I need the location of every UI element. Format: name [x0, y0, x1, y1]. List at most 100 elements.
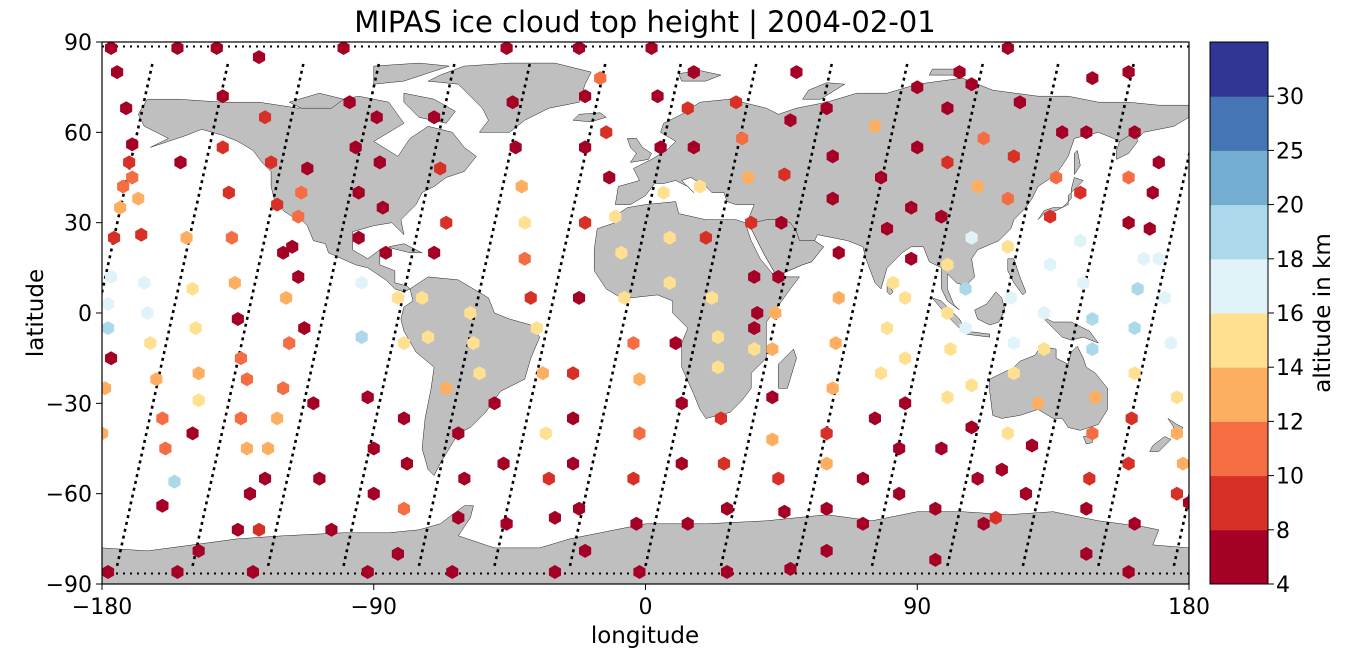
- cloud-marker: [105, 42, 118, 55]
- cloud-marker: [977, 131, 990, 146]
- cloud-marker: [298, 321, 311, 336]
- land-new-zealand-s: [1149, 436, 1172, 452]
- cloud-marker: [373, 155, 386, 170]
- cloud-marker: [231, 522, 244, 537]
- cloud-marker: [675, 396, 688, 411]
- cloud-marker: [120, 101, 133, 116]
- orbit-track: [795, 59, 910, 567]
- cloud-marker: [186, 281, 199, 296]
- cloud-marker: [352, 230, 365, 245]
- cloud-marker: [1128, 366, 1141, 381]
- cloud-marker: [826, 381, 839, 396]
- land-victoria-island: [288, 92, 345, 109]
- land-baffin: [403, 92, 456, 124]
- cloud-marker: [397, 501, 410, 516]
- cloud-marker: [518, 215, 531, 230]
- plot-area: [101, 41, 1190, 585]
- cloud-marker: [524, 290, 537, 305]
- cloud-marker: [307, 396, 320, 411]
- x-tick-label: 90: [903, 595, 931, 620]
- cloud-marker: [669, 336, 682, 351]
- cloud-marker: [881, 321, 894, 336]
- colorbar-segment: [1210, 475, 1268, 531]
- cloud-marker: [603, 170, 616, 185]
- cloud-marker: [941, 306, 954, 320]
- cloud-marker: [1128, 125, 1141, 140]
- cloud-marker: [579, 140, 592, 155]
- cloud-marker: [1083, 471, 1096, 486]
- cloud-marker: [989, 510, 1002, 525]
- cloud-marker: [941, 101, 954, 116]
- cloud-marker: [349, 140, 362, 155]
- y-tick-label: 90: [64, 31, 92, 56]
- cloud-marker: [102, 321, 115, 336]
- cloud-marker: [820, 501, 833, 516]
- cloud-marker: [530, 321, 543, 336]
- cloud-marker: [313, 471, 326, 486]
- cloud-marker: [1044, 209, 1057, 224]
- cloud-marker: [965, 420, 978, 435]
- cloud-marker: [1007, 366, 1020, 381]
- orbit-track: [1097, 149, 1189, 567]
- orbit-track: [568, 59, 683, 567]
- cloud-marker: [1074, 185, 1087, 200]
- cloud-marker: [138, 275, 151, 290]
- cloud-marker: [893, 441, 906, 456]
- land-novaya-zemlya: [802, 82, 846, 100]
- orbit-track: [719, 59, 834, 567]
- cloud-marker: [772, 471, 785, 486]
- cloud-marker: [699, 230, 712, 245]
- cloud-marker: [730, 95, 743, 110]
- cloud-marker: [1122, 65, 1135, 80]
- cloud-marker: [132, 191, 145, 206]
- cloud-marker: [663, 230, 676, 245]
- cloud-marker: [935, 441, 948, 456]
- land-madagascar: [778, 348, 797, 389]
- cloud-marker: [820, 426, 833, 441]
- cloud-marker: [1137, 251, 1150, 266]
- cloud-marker: [775, 215, 788, 230]
- cloud-marker: [262, 441, 275, 456]
- cloud-marker: [745, 215, 758, 230]
- cloud-marker: [452, 510, 465, 525]
- orbit-track: [191, 59, 306, 567]
- cloud-marker: [567, 366, 580, 381]
- cloud-marker: [687, 65, 700, 80]
- cloud-marker: [971, 179, 984, 194]
- cloud-marker: [579, 89, 592, 104]
- x-tick-label: 180: [1168, 595, 1210, 620]
- cloud-marker: [292, 209, 305, 224]
- cloud-marker: [231, 312, 244, 326]
- cloud-marker: [379, 245, 392, 260]
- cloud-marker: [1080, 125, 1093, 140]
- cloud-marker: [1074, 233, 1087, 248]
- cloud-marker: [539, 426, 552, 441]
- cloud-marker: [391, 290, 404, 305]
- cloud-marker: [1001, 191, 1014, 206]
- cloud-marker: [681, 101, 694, 116]
- cloud-marker: [536, 366, 549, 381]
- cloud-marker: [1077, 275, 1090, 290]
- cloud-marker: [240, 372, 253, 387]
- cloud-marker: [1001, 42, 1014, 55]
- cloud-marker: [286, 239, 299, 254]
- cloud-marker: [428, 110, 441, 125]
- cloud-marker: [500, 516, 513, 531]
- cloud-marker: [705, 290, 718, 305]
- cloud-marker: [766, 390, 779, 405]
- orbit-track: [493, 59, 608, 567]
- y-tick-label: 30: [64, 212, 92, 237]
- y-tick-label: −90: [46, 573, 92, 598]
- cloud-marker: [488, 396, 501, 411]
- cloud-marker: [292, 269, 305, 284]
- cloud-marker: [506, 95, 519, 110]
- cloud-marker: [467, 336, 480, 351]
- cloud-marker: [633, 426, 646, 441]
- cloud-marker: [240, 441, 253, 456]
- cloud-marker: [772, 269, 785, 284]
- cloud-marker: [252, 522, 266, 537]
- cloud-marker: [1001, 426, 1014, 441]
- cloud-marker: [1086, 426, 1099, 441]
- colorbar-segment: [1210, 150, 1268, 206]
